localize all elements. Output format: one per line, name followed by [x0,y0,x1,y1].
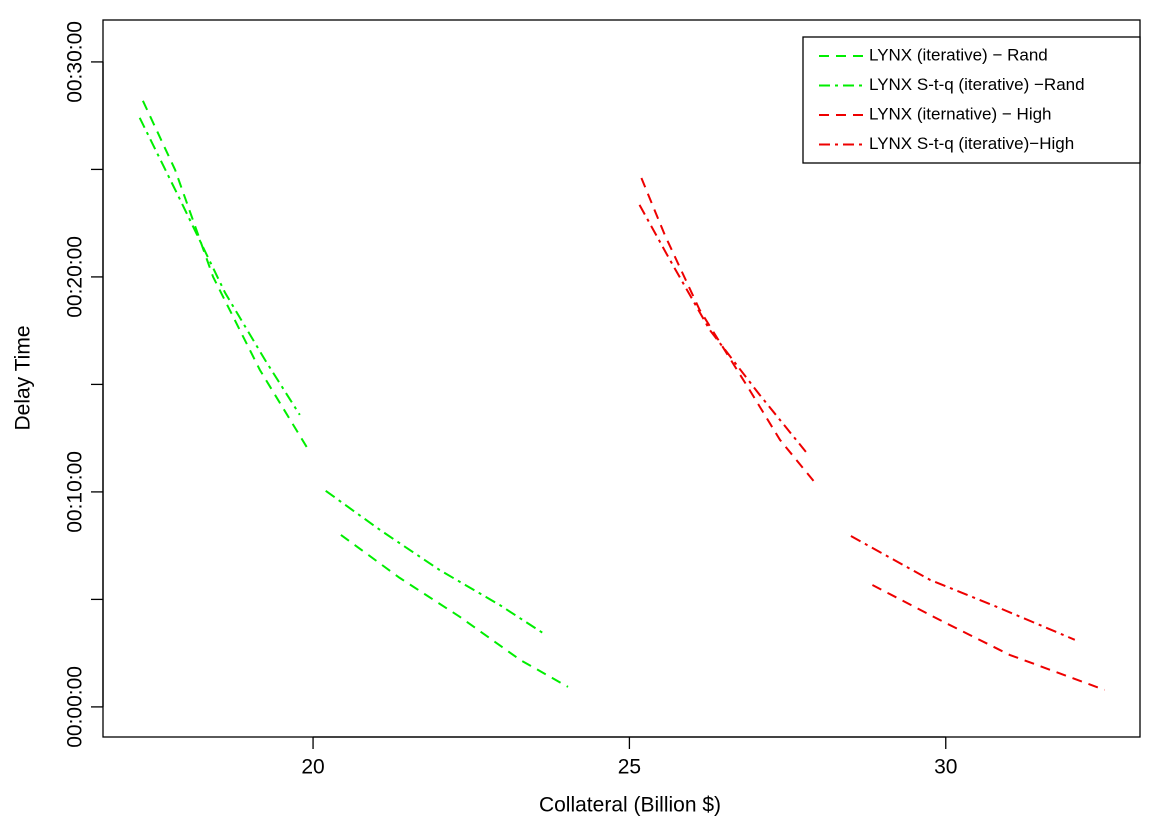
x-axis-label: Collateral (Billion $) [539,794,721,817]
legend-label: LYNX (iterative) − Rand [869,45,1048,64]
legend-box [802,36,1141,164]
series-line [141,100,569,688]
x-tick-label: 30 [934,756,957,779]
x-tick-label: 25 [618,756,641,779]
legend-label: LYNX S-t-q (iterative) −Rand [869,75,1085,94]
y-tick-label: 00:20:00 [64,236,87,318]
y-tick-label: 00:00:00 [64,666,87,748]
series-line [138,117,544,634]
x-tick-label: 20 [301,756,324,779]
series-line [640,177,1105,691]
legend: LYNX (iterative) − Rand LYNX S-t-q (itera… [802,36,1141,164]
legend-label: LYNX S-t-q (iterative)−High [869,134,1074,153]
y-tick-label: 00:30:00 [64,21,87,103]
series-line [638,204,1076,641]
y-tick-label: 00:10:00 [64,451,87,533]
y-axis-label: Delay Time [12,325,35,430]
legend-label: LYNX (iternative) − High [869,104,1052,123]
